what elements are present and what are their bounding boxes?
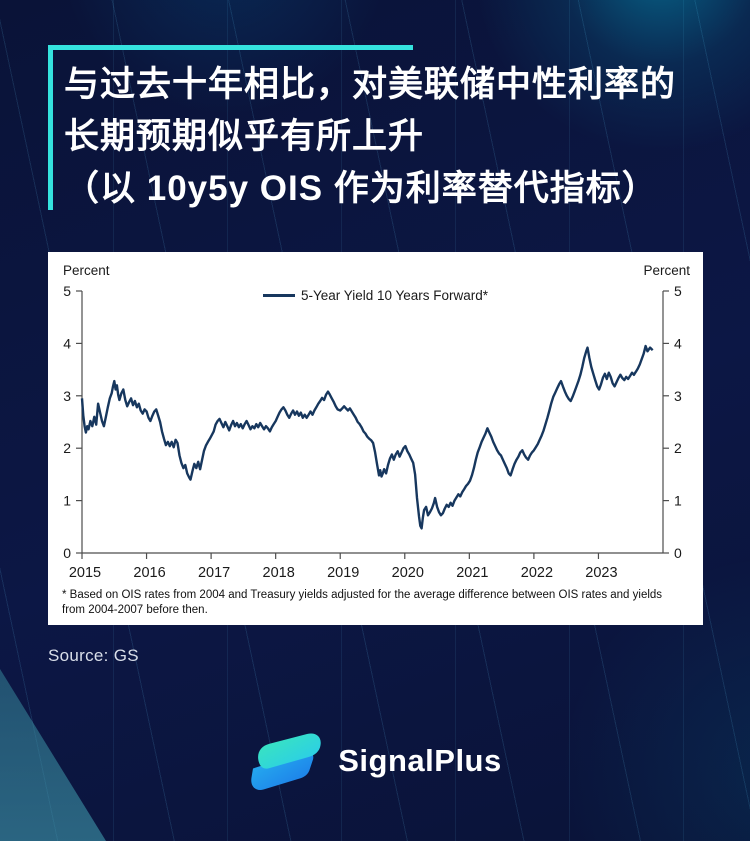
y-axis-label-left: Percent (63, 263, 110, 278)
svg-text:2019: 2019 (327, 565, 359, 581)
legend-label: 5-Year Yield 10 Years Forward* (300, 288, 489, 303)
svg-text:4: 4 (63, 335, 71, 351)
svg-text:2020: 2020 (392, 565, 424, 581)
legend-line-sample (262, 294, 295, 297)
page-title-line-3: （以 10y5y OIS 作为利率替代指标） (64, 169, 658, 208)
svg-text:2015: 2015 (69, 565, 101, 581)
svg-text:2: 2 (63, 440, 71, 456)
svg-text:4: 4 (674, 335, 682, 351)
line-chart-plot: 0 0 1 1 2 2 3 3 4 4 5 5 2015 2016 2017 2018 2019 2020 2021… (63, 283, 682, 581)
chart-card: Percent Percent 5-Year Yield 10 Years Fo… (48, 252, 703, 625)
signalplus-wave-icon (248, 731, 324, 791)
y-axis-label-right: Percent (643, 263, 690, 278)
chart-legend: 5-Year Yield 10 Years Forward* (48, 288, 703, 303)
svg-text:2021: 2021 (456, 565, 488, 581)
svg-text:2022: 2022 (521, 565, 553, 581)
page-title-line-2: 长期预期似乎有所上升 (64, 117, 425, 156)
source-attribution: Source: GS (48, 646, 139, 665)
brand-name: SignalPlus (338, 743, 502, 778)
svg-text:2017: 2017 (198, 565, 230, 581)
page-title-line-1: 与过去十年相比，对美联储中性利率的 (64, 65, 677, 104)
page-title: 与过去十年相比，对美联储中性利率的 长期预期似乎有所上升 （以 10y5y OI… (64, 59, 714, 215)
svg-text:3: 3 (63, 388, 71, 404)
svg-text:0: 0 (674, 545, 682, 561)
svg-text:3: 3 (674, 388, 682, 404)
svg-text:0: 0 (63, 545, 71, 561)
chart-footnote: * Based on OIS rates from 2004 and Treas… (62, 589, 663, 616)
svg-text:1: 1 (63, 493, 71, 509)
svg-text:2023: 2023 (585, 565, 617, 581)
svg-text:5: 5 (674, 283, 682, 299)
brand-footer: SignalPlus (0, 731, 750, 791)
svg-text:2018: 2018 (263, 565, 295, 581)
svg-text:1: 1 (674, 493, 682, 509)
svg-text:2: 2 (674, 440, 682, 456)
svg-text:2016: 2016 (133, 565, 165, 581)
accent-left-bar (48, 45, 53, 210)
svg-text:5: 5 (63, 283, 71, 299)
accent-top-bar (48, 45, 413, 50)
